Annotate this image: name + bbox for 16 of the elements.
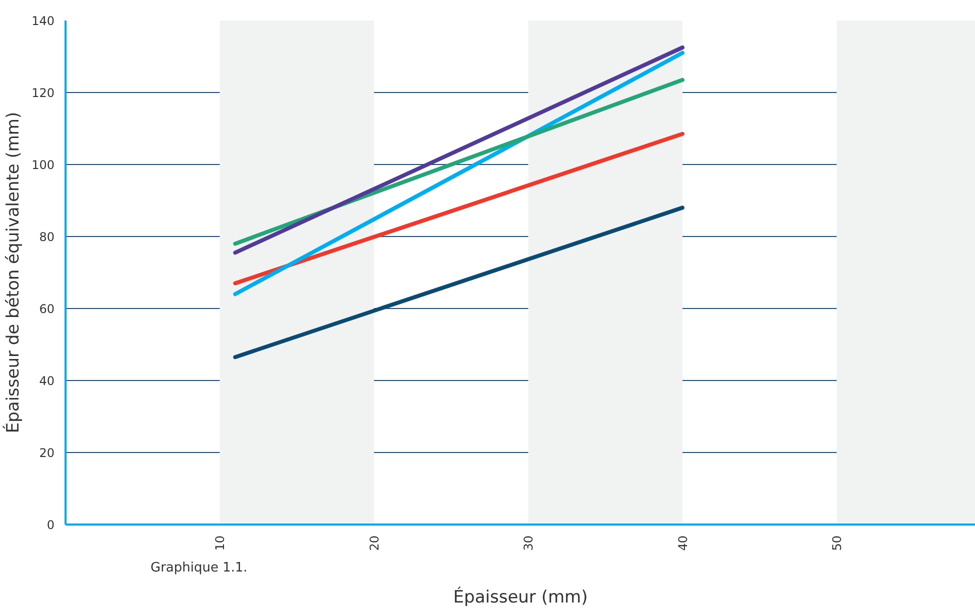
x-axis-title: Épaisseur (mm): [453, 586, 588, 608]
y-tick-label: 100: [32, 158, 54, 172]
x-tick-label: 20: [367, 535, 382, 551]
y-tick-label: 20: [39, 446, 55, 460]
y-tick-label: 80: [39, 230, 55, 244]
y-tick-label: 120: [32, 86, 54, 100]
y-tick-label: 140: [32, 14, 54, 28]
y-tick-label: 40: [39, 374, 55, 388]
y-tick-label: 0: [46, 518, 55, 532]
text: Graphique 1.1.: [150, 560, 248, 576]
x-tick-label: 50: [830, 535, 844, 551]
x-tick-label: 40: [676, 535, 690, 551]
y-axis-title: Épaisseur de béton équivalente (mm): [2, 112, 24, 434]
x-tick-label: 30: [522, 535, 536, 551]
y-tick-label: 60: [39, 302, 55, 316]
x-tick-label: 10: [213, 535, 228, 551]
